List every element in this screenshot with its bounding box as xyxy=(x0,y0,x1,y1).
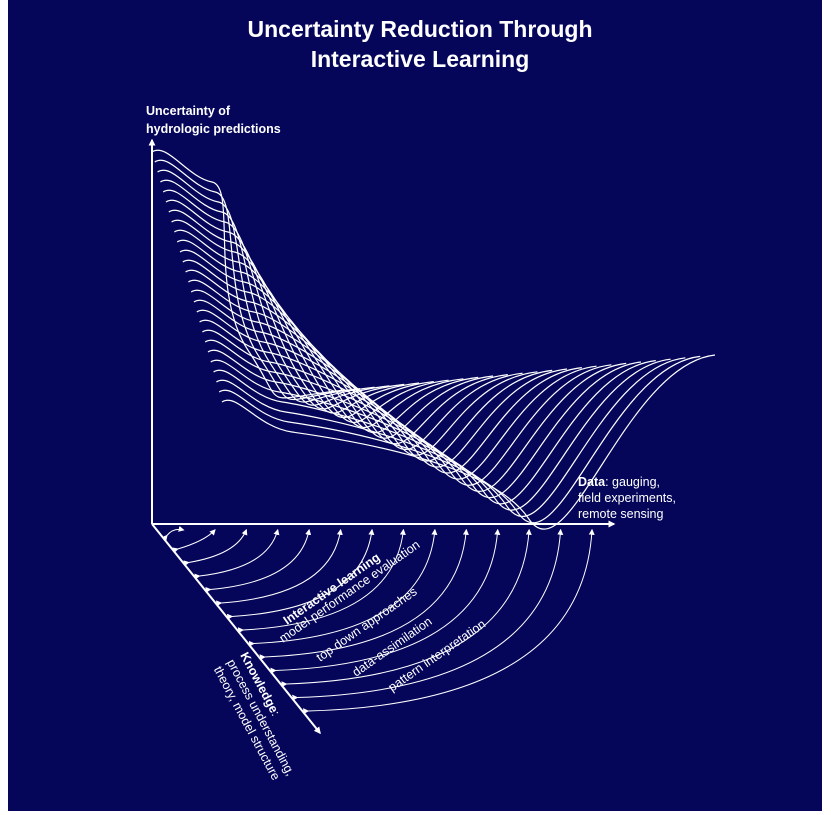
y-axis-label-line-1: Uncertainty of xyxy=(146,104,231,118)
method-label-4: pattern interpretation xyxy=(386,617,489,695)
uncertainty-surface xyxy=(151,149,716,530)
surface-curve xyxy=(160,179,390,406)
interaction-arcs xyxy=(161,525,595,715)
surface-curve xyxy=(216,357,686,517)
interaction-arc xyxy=(303,528,595,715)
surface-curve xyxy=(157,169,375,403)
surface-curve xyxy=(213,358,671,511)
surface-curve xyxy=(165,199,420,414)
surface-curve xyxy=(179,249,494,439)
surface-curve xyxy=(182,259,508,445)
surface-curve xyxy=(174,229,464,428)
z-axis-label-rest: : xyxy=(269,709,283,719)
surface-curve xyxy=(162,189,405,410)
x-axis-label-rest: : gauging, xyxy=(605,475,660,489)
surface-curve xyxy=(185,269,523,450)
x-axis-label-line-3: remote sensing xyxy=(578,507,664,521)
x-axis-label-bold: Data xyxy=(578,475,606,489)
surface-curve xyxy=(151,149,346,399)
surface-curve xyxy=(221,354,716,530)
surface-curve xyxy=(218,355,701,524)
title-line-2: Interactive Learning xyxy=(311,46,530,72)
x-axis-label-line-1: Data: gauging, xyxy=(578,475,660,489)
z-axis xyxy=(151,523,321,735)
title-line-1: Uncertainty Reduction Through xyxy=(248,16,593,42)
y-axis-label-line-2: hydrologic predictions xyxy=(146,122,281,136)
x-axis-label-line-2: field experiments, xyxy=(578,491,676,505)
surface-curve xyxy=(196,309,582,474)
